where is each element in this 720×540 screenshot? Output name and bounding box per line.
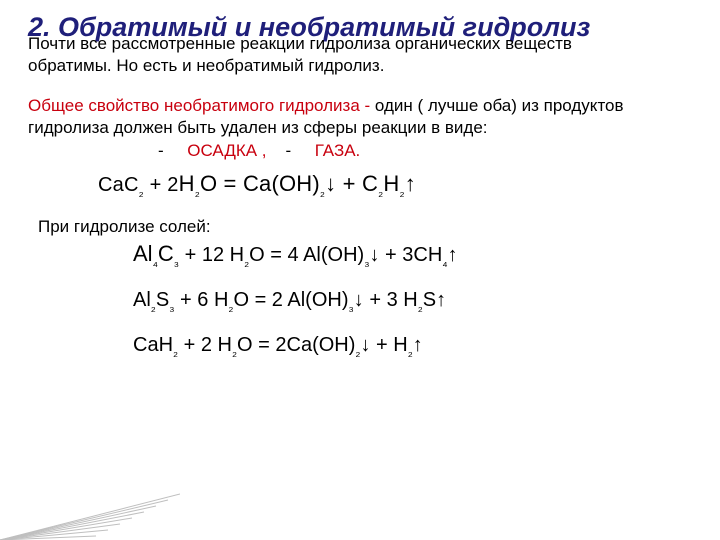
salts-label: При гидролизе солей: — [38, 217, 692, 237]
intro-paragraph: Почти все рассмотренные реакции гидролиз… — [28, 33, 692, 77]
precipitate-gas-line: - ОСАДКА , - ГАЗА. — [158, 141, 692, 161]
eq2-seg2: С — [158, 241, 174, 266]
eq3-seg5: ↓ + 3 H — [354, 289, 418, 311]
eq1-seg8: ↑ — [405, 171, 416, 196]
osadka-word: ОСАДКА , — [187, 141, 266, 160]
eq1-seg3: Н — [179, 171, 195, 196]
eq2-seg5: ↓ + 3CH — [369, 244, 442, 266]
eq2-seg6: ↑ — [448, 244, 458, 266]
para-line-2: обратимы. Но есть и необратимый гидролиз… — [28, 56, 384, 75]
eq4-seg4: ↓ + H — [360, 334, 407, 356]
eq2-seg3: + 12 H — [179, 244, 244, 266]
gaza-word: ГАЗА. — [315, 141, 361, 160]
equation-3: Al₂S₃ + 6 H₂O = 2 Al(OH)₃↓ + 3 H₂S↑ — [133, 289, 692, 314]
eq3-seg4: O = 2 Al(OH) — [233, 289, 348, 311]
eq4-seg5: ↑ — [413, 334, 423, 356]
rule-paragraph: Общее свойство необратимого гидролиза - … — [28, 95, 692, 139]
equation-4: CaH₂ + 2 H₂O = 2Ca(OH)₂↓ + H₂↑ — [133, 334, 692, 359]
eq1-seg2: + 2 — [144, 174, 179, 196]
corner-decoration-icon — [0, 450, 180, 540]
eq2-seg1: Al — [133, 241, 153, 266]
rule-red-text: Общее свойство необратимого гидролиза - — [28, 96, 370, 115]
eq2-seg4: O = 4 Al(OH) — [249, 244, 364, 266]
eq3-seg2: S — [156, 289, 169, 311]
eq1-seg7: H — [383, 171, 399, 196]
eq1-seg4: О = — [200, 171, 243, 196]
eq3-seg6: S↑ — [423, 289, 446, 311]
eq1-seg1: CaC — [98, 174, 139, 196]
eq1-seg6: ↓ + C — [325, 171, 378, 196]
eq1-seg5: Ca(OH) — [243, 171, 320, 196]
dash-1: - — [158, 141, 164, 160]
eq4-seg3: O = 2Ca(OH) — [237, 334, 355, 356]
eq4-seg1: CaH — [133, 334, 173, 356]
eq4-seg2: + 2 H — [178, 334, 232, 356]
eq3-seg3: + 6 H — [174, 289, 228, 311]
equation-1: CaC₂ + 2Н₂О = Ca(OH)₂↓ + C₂H₂↑ — [98, 171, 692, 199]
slide: 2. Обратимый и необратимый гидролиз Почт… — [0, 0, 720, 540]
equation-2: Al₄С₃ + 12 H₂O = 4 Al(OH)₃↓ + 3CH₄↑ — [133, 241, 692, 269]
dash-2: - — [285, 141, 291, 160]
para-line-1: Почти все рассмотренные реакции гидролиз… — [28, 34, 572, 53]
eq3-seg1: Al — [133, 289, 151, 311]
